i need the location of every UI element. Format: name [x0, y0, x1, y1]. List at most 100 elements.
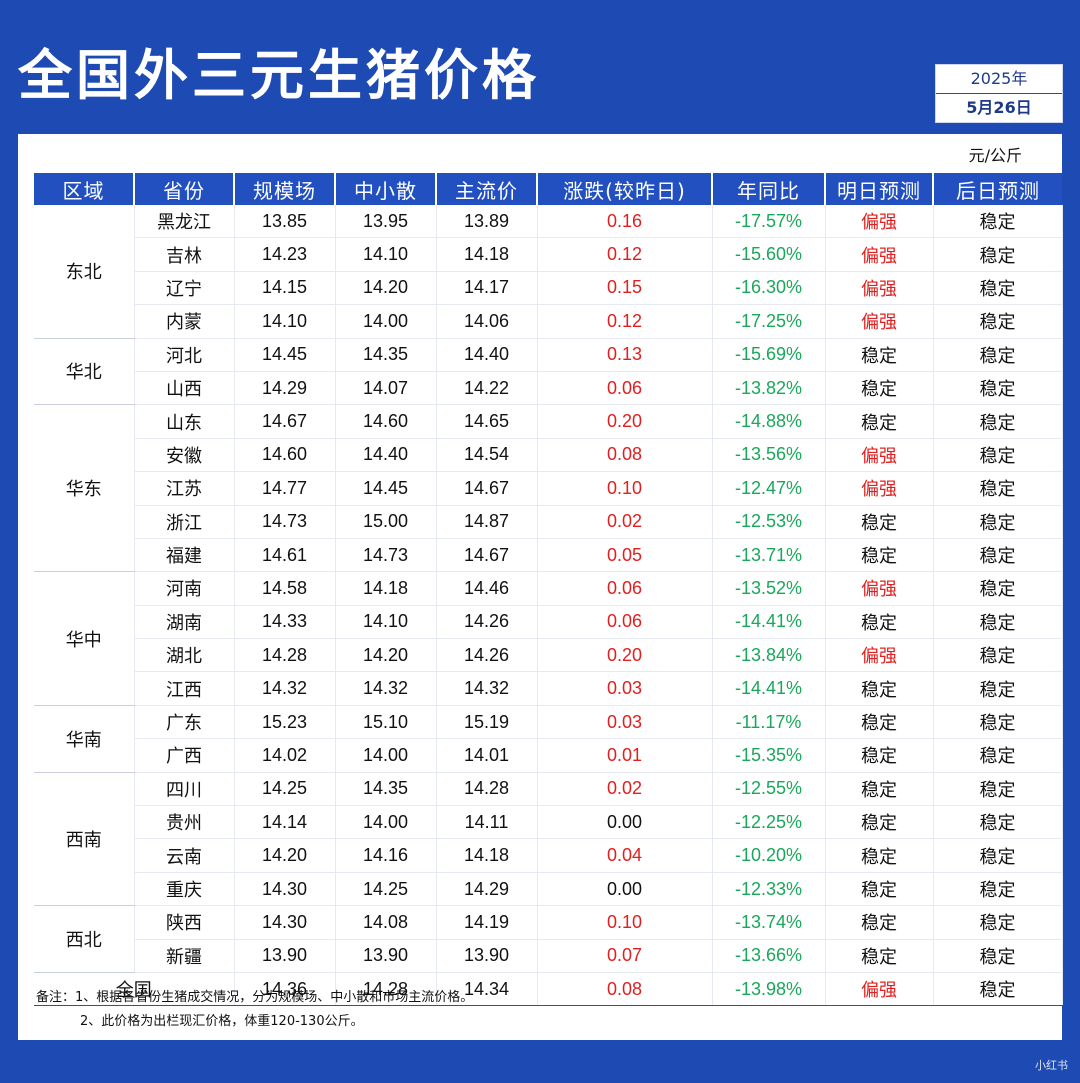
- region-cell: 华南: [34, 705, 135, 773]
- small-farm-price-cell: 14.18: [335, 571, 437, 606]
- main-price-cell: 14.67: [436, 538, 538, 573]
- tomorrow-forecast-cell: 偏强: [825, 438, 934, 473]
- province-cell: 湖南: [134, 605, 235, 640]
- main-price-cell: 14.32: [436, 671, 538, 706]
- scale-farm-price-cell: 14.20: [234, 838, 336, 873]
- day-after-forecast-cell: 稳定: [933, 605, 1063, 640]
- table-row: 安徽 14.60 14.40 14.54 0.08 -13.56% 偏强 稳定: [34, 438, 1063, 473]
- province-cell: 河北: [134, 338, 235, 372]
- yoy-cell: -12.55%: [712, 772, 826, 807]
- change-cell: 0.12: [537, 237, 713, 272]
- main-price-cell: 14.19: [436, 905, 538, 940]
- table-row: 浙江 14.73 15.00 14.87 0.02 -12.53% 稳定 稳定: [34, 505, 1063, 539]
- table-row: 华中 河南 14.58 14.18 14.46 0.06 -13.52% 偏强 稳定: [34, 571, 1063, 706]
- scale-farm-price-cell: 14.32: [234, 671, 336, 706]
- yoy-cell: -13.66%: [712, 939, 826, 973]
- scale-farm-price-cell: 14.02: [234, 738, 336, 773]
- main-price-cell: 14.06: [436, 304, 538, 339]
- small-farm-price-cell: 14.07: [335, 371, 437, 406]
- yoy-cell: -12.53%: [712, 505, 826, 539]
- small-farm-price-cell: 14.00: [335, 304, 437, 339]
- day-after-forecast-cell: 稳定: [933, 371, 1063, 406]
- region-cell: 西北: [34, 905, 135, 973]
- scale-farm-price-cell: 14.30: [234, 872, 336, 907]
- yoy-cell: -14.41%: [712, 605, 826, 640]
- yoy-cell: -14.88%: [712, 404, 826, 439]
- tomorrow-forecast-cell: 稳定: [825, 338, 934, 372]
- unit-label: 元/公斤: [968, 146, 1022, 165]
- tomorrow-forecast-cell: 稳定: [825, 872, 934, 907]
- yoy-cell: -12.33%: [712, 872, 826, 907]
- main-price-cell: 14.34: [436, 972, 538, 1007]
- main-price-cell: 14.11: [436, 805, 538, 840]
- table-row: 西北 陕西 14.30 14.08 14.19 0.10 -13.74% 稳定 稳定: [34, 905, 1063, 973]
- change-cell: 0.01: [537, 738, 713, 773]
- main-price-cell: 14.22: [436, 371, 538, 406]
- day-after-forecast-cell: 稳定: [933, 772, 1063, 807]
- province-cell: 河南: [134, 571, 235, 606]
- main-price-cell: 14.54: [436, 438, 538, 473]
- main-price-cell: 13.90: [436, 939, 538, 973]
- watermark: 小红书: [1035, 1059, 1068, 1072]
- main-price-cell: 14.65: [436, 404, 538, 439]
- date-box: 2025年 5月26日: [935, 64, 1063, 123]
- change-cell: 0.13: [537, 338, 713, 372]
- day-after-forecast-cell: 稳定: [933, 972, 1063, 1007]
- header-cell: 明日预测: [825, 173, 934, 205]
- scale-farm-price-cell: 14.45: [234, 338, 336, 372]
- tomorrow-forecast-cell: 稳定: [825, 371, 934, 406]
- small-farm-price-cell: 14.16: [335, 838, 437, 873]
- province-cell: 新疆: [134, 939, 235, 973]
- scale-farm-price-cell: 14.23: [234, 237, 336, 272]
- small-farm-price-cell: 14.60: [335, 404, 437, 439]
- table-row: 华北 河北 14.45 14.35 14.40 0.13 -15.69% 稳定 稳定: [34, 338, 1063, 406]
- national-label-cell: 全国: [34, 972, 235, 1007]
- change-cell: 0.06: [537, 571, 713, 606]
- small-farm-price-cell: 14.32: [335, 671, 437, 706]
- change-cell: 0.12: [537, 304, 713, 339]
- small-farm-price-cell: 14.45: [335, 471, 437, 506]
- province-cell: 四川: [134, 772, 235, 807]
- table-row: 广西 14.02 14.00 14.01 0.01 -15.35% 稳定 稳定: [34, 738, 1063, 773]
- yoy-cell: -12.25%: [712, 805, 826, 840]
- scale-farm-price-cell: 13.90: [234, 939, 336, 973]
- price-table: 区域 省份 规模场 中小散 主流价 涨跌(较昨日) 年同比 明日预测 后日预测 …: [34, 173, 1063, 1007]
- main-price-cell: 14.46: [436, 571, 538, 606]
- table-row: 江西 14.32 14.32 14.32 0.03 -14.41% 稳定 稳定: [34, 671, 1063, 706]
- tomorrow-forecast-cell: 稳定: [825, 505, 934, 539]
- date-day: 5月26日: [966, 98, 1032, 117]
- small-farm-price-cell: 14.73: [335, 538, 437, 573]
- main-price-cell: 14.26: [436, 605, 538, 640]
- day-after-forecast-cell: 稳定: [933, 205, 1063, 239]
- scale-farm-price-cell: 14.61: [234, 538, 336, 573]
- tomorrow-forecast-cell: 偏强: [825, 638, 934, 673]
- province-cell: 辽宁: [134, 271, 235, 306]
- day-after-forecast-cell: 稳定: [933, 571, 1063, 606]
- province-cell: 湖北: [134, 638, 235, 673]
- change-cell: 0.00: [537, 805, 713, 840]
- table-row: 贵州 14.14 14.00 14.11 0.00 -12.25% 稳定 稳定: [34, 805, 1063, 840]
- province-cell: 广西: [134, 738, 235, 773]
- small-farm-price-cell: 14.10: [335, 237, 437, 272]
- change-cell: 0.08: [537, 438, 713, 473]
- table-row: 新疆 13.90 13.90 13.90 0.07 -13.66% 稳定 稳定: [34, 939, 1063, 973]
- small-farm-price-cell: 13.90: [335, 939, 437, 973]
- region-cell: 东北: [34, 205, 135, 339]
- small-farm-price-cell: 13.95: [335, 205, 437, 239]
- change-cell: 0.06: [537, 605, 713, 640]
- province-cell: 浙江: [134, 505, 235, 539]
- scale-farm-price-cell: 14.25: [234, 772, 336, 807]
- tomorrow-forecast-cell: 偏强: [825, 237, 934, 272]
- small-farm-price-cell: 14.00: [335, 738, 437, 773]
- tomorrow-forecast-cell: 稳定: [825, 939, 934, 973]
- table-row: 西南 四川 14.25 14.35 14.28 0.02 -12.55% 稳定 稳定: [34, 772, 1063, 907]
- day-after-forecast-cell: 稳定: [933, 872, 1063, 907]
- small-farm-price-cell: 14.20: [335, 271, 437, 306]
- change-cell: 0.00: [537, 872, 713, 907]
- small-farm-price-cell: 14.40: [335, 438, 437, 473]
- small-farm-price-cell: 14.20: [335, 638, 437, 673]
- province-cell: 安徽: [134, 438, 235, 473]
- tomorrow-forecast-cell: 稳定: [825, 538, 934, 573]
- change-cell: 0.07: [537, 939, 713, 973]
- scale-farm-price-cell: 14.60: [234, 438, 336, 473]
